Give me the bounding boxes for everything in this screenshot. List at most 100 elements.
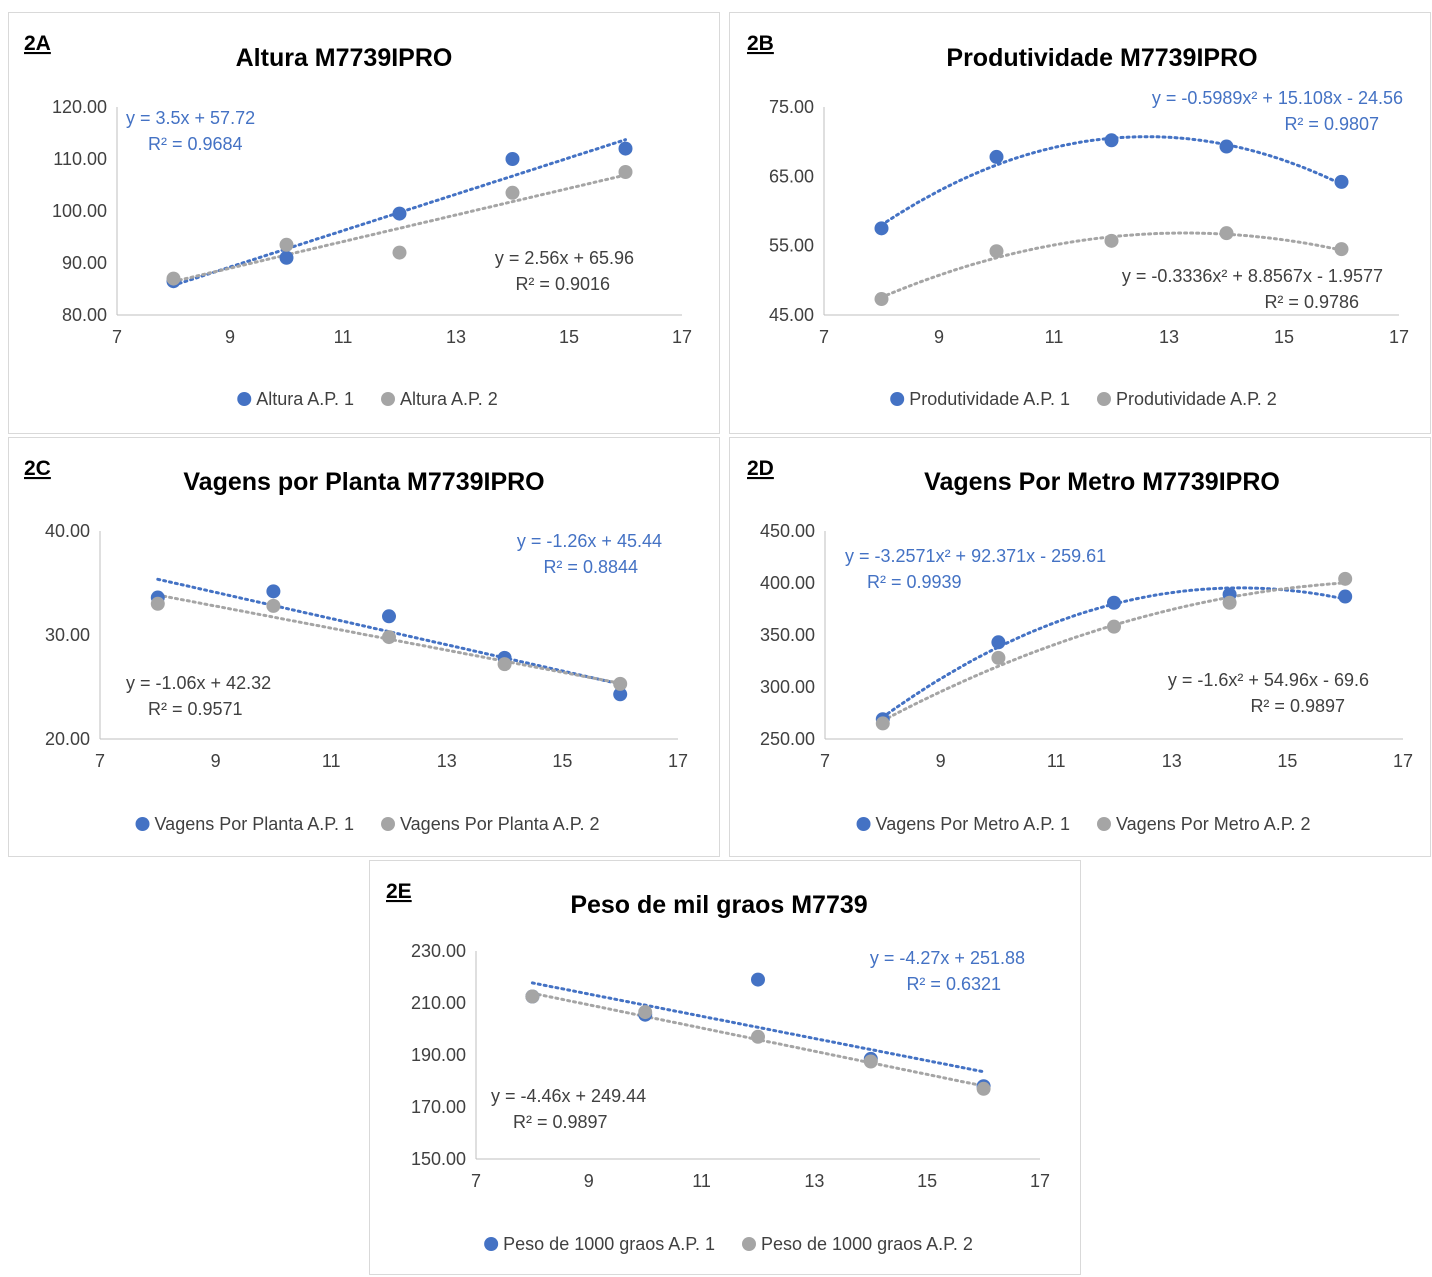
data-point-series-1 [505, 152, 520, 166]
legend-marker [237, 392, 252, 406]
x-tick-label: 15 [1277, 751, 1297, 771]
data-point-series-2 [505, 185, 520, 200]
chart-svg: 2C Vagens por Planta M7739IPRO 20.00 30.00 4… [8, 437, 720, 857]
legend-marker [890, 392, 905, 406]
y-tick-label: 65.00 [769, 166, 814, 186]
y-tick-label: 350.00 [760, 625, 815, 645]
trend-equation-series-2: y = -0.3336x² + 8.8567x - 1.9577 [1122, 266, 1383, 286]
trendline-series-2 [172, 173, 627, 283]
data-point-series-2 [1334, 242, 1349, 257]
chart-title: Altura M7739IPRO [236, 44, 453, 72]
legend-item: Vagens Por Metro A.P. 2 [1097, 814, 1310, 834]
trend-r2-series-2: R² = 0.9571 [148, 699, 243, 719]
data-point-series-2 [875, 716, 890, 731]
x-tick-label: 11 [322, 751, 341, 771]
data-point-series-2 [863, 1054, 878, 1069]
data-point-series-2 [989, 244, 1004, 259]
data-point-series-1 [1334, 174, 1349, 189]
trend-equation-series-2: y = -1.06x + 42.32 [126, 673, 271, 693]
data-point-series-2 [166, 271, 181, 286]
data-point-series-2 [497, 657, 512, 672]
data-point-series-2 [1222, 595, 1237, 610]
chart-title: Vagens por Planta M7739IPRO [183, 468, 544, 496]
x-tick-label: 9 [934, 327, 944, 347]
legend-item: Altura A.P. 1 [237, 389, 354, 409]
chart-svg: 2D Vagens Por Metro M7739IPRO 250.00 300.00… [729, 437, 1431, 857]
legend-item: Produtividade A.P. 2 [1097, 389, 1277, 409]
chart-panel-2b: 2B Produtividade M7739IPRO 45.00 55.00 65.00… [729, 12, 1431, 434]
data-point-series-1 [1107, 595, 1121, 610]
x-tick-label: 9 [584, 1171, 594, 1191]
chart-panel-2d: 2D Vagens Por Metro M7739IPRO 250.00 300.00… [729, 437, 1431, 857]
data-point-series-1 [989, 149, 1004, 164]
data-point-series-2 [751, 1029, 765, 1044]
data-point-series-2 [279, 237, 294, 252]
y-tick-label: 45.00 [769, 305, 814, 325]
chart-svg: 2B Produtividade M7739IPRO 45.00 55.00 65.00… [729, 12, 1431, 434]
legend-marker [742, 1237, 756, 1251]
y-tick-label: 90.00 [62, 253, 107, 273]
panel-tag: 2B [747, 32, 774, 55]
legend-label: Altura A.P. 1 [256, 389, 354, 409]
chart-title: Vagens Por Metro M7739IPRO [924, 468, 1280, 496]
x-tick-label: 13 [1159, 327, 1179, 347]
legend-label: Vagens Por Planta A.P. 2 [400, 814, 599, 834]
x-tick-label: 15 [559, 327, 579, 347]
trend-equation-series-2: y = -4.46x + 249.44 [491, 1086, 646, 1106]
data-point-series-1 [392, 206, 407, 221]
y-tick-label: 450.00 [760, 521, 815, 541]
data-point-series-2 [1338, 571, 1353, 586]
y-tick-label: 190.00 [411, 1045, 466, 1065]
y-tick-label: 110.00 [53, 149, 107, 169]
y-tick-label: 250.00 [760, 729, 815, 749]
legend-label: Peso de 1000 graos A.P. 2 [761, 1234, 973, 1254]
chart-title: Peso de mil graos M7739 [570, 891, 867, 919]
x-tick-label: 17 [672, 327, 692, 347]
y-tick-label: 400.00 [760, 573, 815, 593]
chart-border [8, 437, 720, 857]
legend-label: Vagens Por Metro A.P. 1 [876, 814, 1070, 834]
data-point-series-2 [392, 245, 407, 260]
legend-marker [381, 392, 395, 406]
legend-item: Peso de 1000 graos A.P. 1 [484, 1234, 715, 1254]
y-tick-label: 30.00 [45, 625, 90, 645]
legend: Vagens Por Planta A.P. 1 Vagens Por Plant… [135, 814, 599, 834]
x-tick-label: 7 [819, 327, 829, 347]
data-point-series-2 [613, 676, 628, 691]
legend-label: Produtividade A.P. 2 [1116, 389, 1277, 409]
trend-r2-series-1: R² = 0.6321 [906, 974, 1001, 994]
trend-r2-series-1: R² = 0.9807 [1284, 114, 1379, 134]
data-point-series-2 [1107, 619, 1121, 634]
trend-r2-series-2: R² = 0.9016 [515, 274, 610, 294]
chart-svg: 2E Peso de mil graos M7739 150.00 170.00 190… [369, 860, 1081, 1275]
trend-r2-series-1: R² = 0.9939 [867, 572, 962, 592]
x-tick-label: 17 [1389, 327, 1409, 347]
data-point-series-1 [874, 221, 889, 236]
chart-border [729, 437, 1431, 857]
legend-item: Produtividade A.P. 1 [890, 389, 1070, 409]
legend-marker [856, 817, 871, 831]
legend-marker [1097, 817, 1111, 831]
legend-label: Vagens Por Metro A.P. 2 [1116, 814, 1310, 834]
trend-equation-series-1: y = -0.5989x² + 15.108x - 24.56 [1152, 88, 1403, 108]
legend-label: Altura A.P. 2 [400, 389, 498, 409]
x-tick-label: 17 [1030, 1171, 1050, 1191]
chart-title: Produtividade M7739IPRO [946, 44, 1257, 72]
x-tick-label: 15 [552, 751, 572, 771]
data-point-series-1 [279, 250, 294, 265]
data-point-series-2 [266, 598, 281, 613]
legend: Vagens Por Metro A.P. 1 Vagens Por Metro … [856, 814, 1310, 834]
legend-marker [381, 817, 395, 831]
x-tick-label: 11 [692, 1171, 711, 1191]
y-tick-label: 40.00 [45, 521, 90, 541]
legend-item: Vagens Por Planta A.P. 1 [135, 814, 354, 834]
panel-tag: 2C [24, 457, 51, 480]
y-tick-label: 20.00 [45, 729, 90, 749]
data-point-series-1 [1104, 133, 1119, 148]
data-point-series-2 [874, 292, 889, 307]
trend-r2-series-2: R² = 0.9897 [513, 1112, 608, 1132]
data-point-series-2 [150, 596, 165, 611]
x-tick-label: 7 [820, 751, 830, 771]
trend-equation-series-1: y = -3.2571x² + 92.371x - 259.61 [845, 546, 1106, 566]
legend-marker [135, 817, 150, 831]
